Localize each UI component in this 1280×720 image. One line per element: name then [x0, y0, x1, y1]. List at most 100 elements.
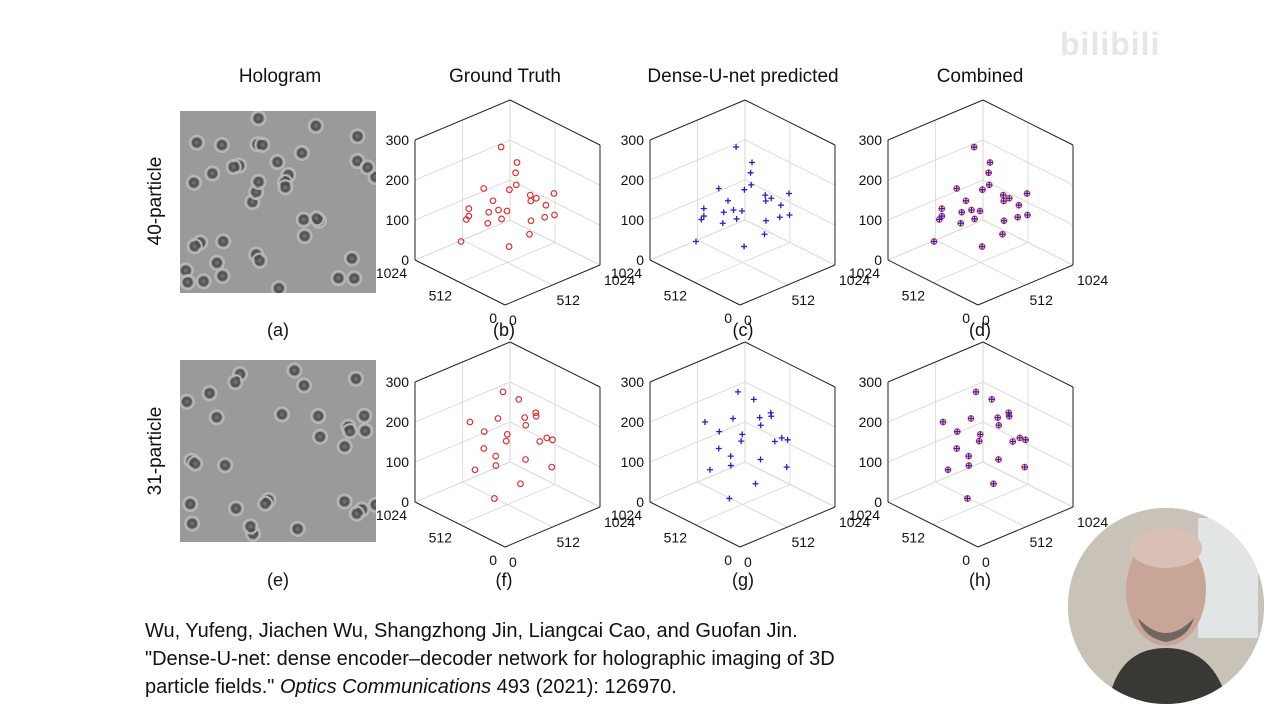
data-point-plus — [693, 238, 699, 245]
particle-ring — [347, 370, 364, 387]
data-point-circle — [465, 212, 473, 220]
x-tick-label: 512 — [557, 534, 581, 550]
data-point-circle — [502, 437, 510, 445]
data-point-plus — [741, 186, 748, 193]
data-point-plus — [738, 438, 745, 445]
data-point-circle — [532, 412, 540, 420]
axis-line — [739, 264, 836, 306]
y-tick-label: 512 — [664, 288, 688, 304]
axis-line — [744, 341, 836, 388]
particle-ring — [254, 136, 271, 153]
panel-label-h: (h) — [969, 570, 991, 590]
data-point-plus — [735, 388, 741, 395]
axis-line — [649, 341, 746, 383]
data-point-plus — [986, 181, 993, 188]
grid-line — [649, 219, 746, 261]
data-point-plus — [784, 436, 791, 443]
particle-center — [353, 376, 358, 381]
particle-center — [352, 276, 357, 281]
data-point-circle — [471, 466, 479, 474]
z-tick-label: 300 — [621, 374, 645, 390]
x-tick-label: 512 — [557, 292, 581, 308]
axis-line — [887, 501, 979, 548]
data-point-plus — [777, 202, 784, 209]
data-point-plus — [1000, 192, 1007, 199]
data-point-plus — [964, 495, 971, 502]
particle-ring — [250, 111, 267, 127]
data-point-circle — [543, 434, 551, 442]
column-title-combined: Combined — [936, 66, 1024, 87]
y-tick-label: 1024 — [376, 507, 407, 523]
particle-center — [342, 444, 347, 449]
x-tick-label: 0 — [744, 312, 752, 328]
data-point-circle — [505, 243, 513, 250]
data-point-circle — [526, 230, 533, 238]
data-point-circle — [532, 194, 540, 202]
column-title-predicted: Dense-U-net predicted — [647, 66, 839, 87]
data-point-plus — [741, 243, 748, 250]
y-tick-label: 0 — [724, 310, 732, 326]
grid-line — [459, 484, 556, 525]
particle-ring — [357, 422, 374, 439]
axis-line — [887, 99, 984, 141]
data-point-plus — [938, 205, 945, 212]
data-point-circle — [484, 219, 492, 227]
column-title-hologram: Hologram — [238, 66, 322, 87]
particle-center — [363, 428, 368, 433]
particle-ring — [296, 377, 313, 394]
particle-center — [220, 273, 225, 278]
data-point-plus — [985, 169, 992, 176]
data-point-plus — [971, 144, 978, 151]
particle-ring — [312, 428, 329, 445]
data-point-plus — [700, 213, 707, 220]
particle-ring — [217, 457, 234, 474]
x-tick-label: 1024 — [839, 514, 870, 530]
grid-line — [982, 461, 1074, 508]
particle-ring — [310, 407, 327, 424]
z-tick-label: 0 — [636, 252, 644, 268]
x-tick-label: 1024 — [1077, 272, 1108, 288]
y-tick-label: 512 — [664, 530, 688, 546]
data-point-plus — [936, 216, 943, 223]
particle-center — [318, 434, 323, 439]
z-tick-label: 100 — [859, 212, 883, 228]
particle-ring — [208, 254, 225, 271]
particle-ring — [208, 409, 225, 426]
particle-center — [342, 499, 347, 504]
data-point-plus — [999, 231, 1006, 238]
data-point-plus — [971, 215, 978, 222]
data-point-circle — [505, 186, 513, 194]
particle — [370, 171, 376, 182]
axis-line — [414, 501, 506, 548]
data-point-plus — [739, 431, 746, 438]
particle-ring — [180, 393, 195, 410]
panel-label-d: (d) — [969, 320, 991, 340]
data-point-plus — [748, 181, 755, 188]
data-point-plus — [990, 480, 997, 487]
data-point-plus — [1021, 464, 1028, 471]
y-tick-label: 0 — [962, 310, 970, 326]
data-point-circle — [503, 207, 511, 215]
z-tick-label: 100 — [386, 212, 410, 228]
particle-center — [210, 171, 215, 176]
x-tick-label: 512 — [792, 534, 816, 550]
data-point-plus — [988, 396, 995, 403]
particle-center — [365, 165, 370, 170]
data-point-plus — [750, 396, 757, 403]
particle-center — [190, 521, 195, 526]
data-point-plus — [977, 208, 983, 214]
particle-ring — [213, 136, 230, 153]
x-tick-label: 1024 — [1077, 514, 1108, 530]
particle-center — [221, 239, 226, 244]
particle-center — [263, 501, 268, 506]
data-point-plus — [1024, 190, 1030, 197]
particle-center — [248, 524, 253, 529]
particle-center — [223, 463, 228, 468]
bilibili-watermark: bilibili — [1060, 26, 1161, 62]
data-point-circle — [498, 215, 505, 223]
data-point-circle — [503, 430, 511, 438]
data-point-plus — [762, 192, 769, 199]
data-point-plus — [715, 445, 722, 452]
